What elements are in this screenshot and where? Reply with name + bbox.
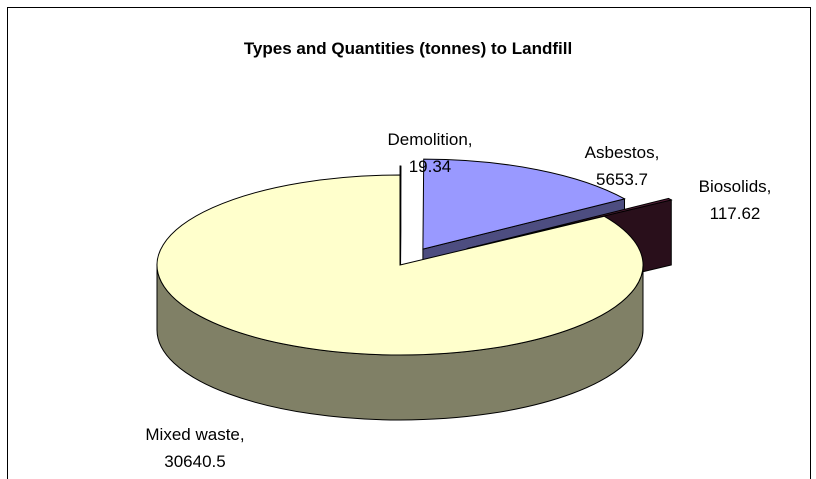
slice-value: 30640.5 <box>164 452 225 471</box>
slice-label: Biosolids, <box>699 177 772 196</box>
chart-frame <box>7 7 811 479</box>
slice <box>466 197 673 250</box>
pie <box>156 158 673 421</box>
slice-label: Mixed waste, <box>145 425 244 444</box>
chart-title: Types and Quantities (tonnes) to Landfil… <box>244 39 572 58</box>
data-labels: Demolition, 19.34 Asbestos, 5653.7 Biosolids… <box>145 130 771 471</box>
slice-value: 19.34 <box>409 157 452 176</box>
slice-label: Demolition, <box>387 130 472 149</box>
slice <box>156 174 644 356</box>
slice <box>422 158 626 250</box>
slice-value: 117.62 <box>710 204 761 223</box>
slice-label: Asbestos, <box>585 143 660 162</box>
slice-value: 5653.7 <box>596 170 648 189</box>
